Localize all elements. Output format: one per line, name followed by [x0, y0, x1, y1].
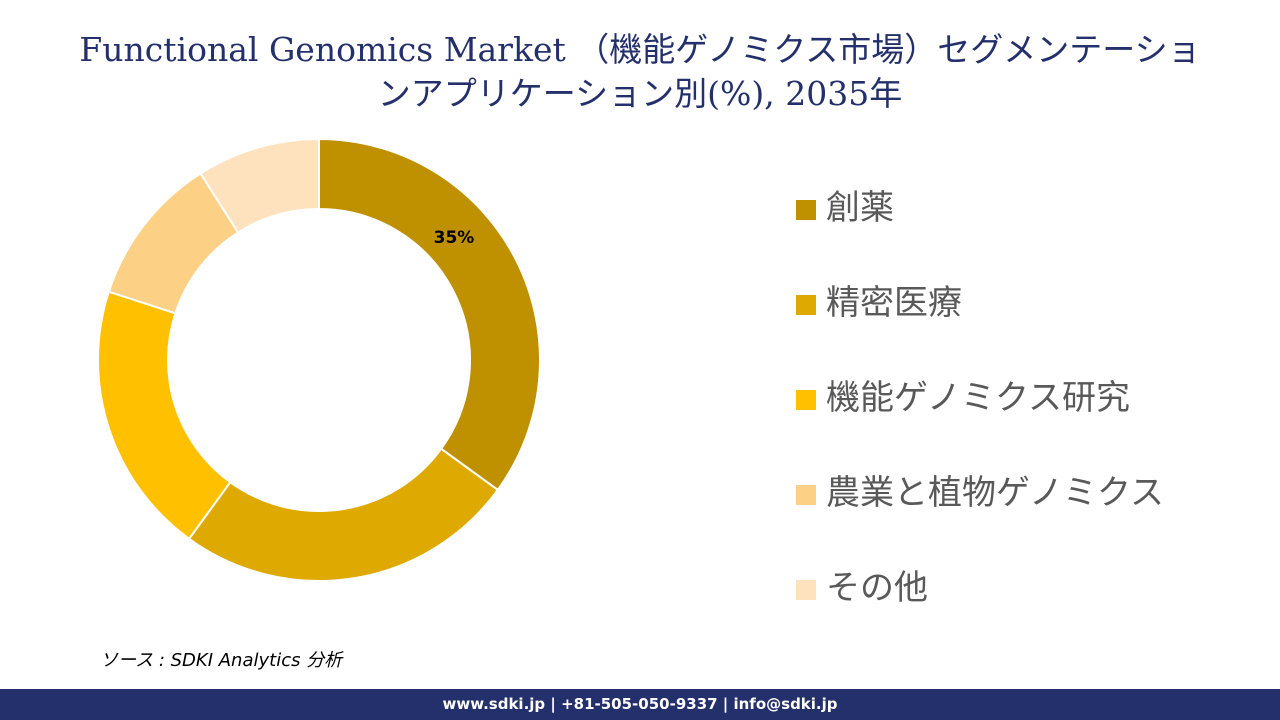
legend-label: 創薬	[826, 188, 894, 228]
legend-swatch	[796, 580, 816, 600]
legend-label: 機能ゲノミクス研究	[826, 378, 1130, 418]
legend-item: 機能ゲノミクス研究	[796, 370, 1164, 465]
chart-legend: 創薬精密医療機能ゲノミクス研究 農業と植物ゲノミクス その他	[796, 180, 1164, 655]
legend-label: その他	[826, 568, 928, 608]
donut-slice	[199, 137, 320, 234]
footer-contact-bar: www.sdki.jp | +81-505-050-9337 | info@sd…	[0, 689, 1280, 720]
legend-item: 創薬	[796, 180, 1164, 275]
title-line-2: ンアプリケーション別(%), 2035年	[377, 74, 903, 113]
donut-slice	[187, 447, 500, 582]
donut-slice	[318, 137, 541, 492]
title-line-1: Functional Genomics Market （機能ゲノミクス市場）セグ…	[79, 30, 1201, 69]
legend-item: 農業と植物ゲノミクス	[796, 465, 1164, 560]
donut-chart: 35%	[97, 137, 541, 582]
donut-slice	[97, 290, 232, 541]
legend-label: 精密医療	[826, 283, 962, 323]
source-note: ソース : SDKI Analytics 分析	[100, 650, 343, 671]
chart-title: Functional Genomics Market （機能ゲノミクス市場）セグ…	[40, 28, 1240, 116]
legend-label: 農業と植物ゲノミクス	[826, 473, 1164, 513]
slice-data-label: 35%	[434, 228, 475, 248]
legend-swatch	[796, 390, 816, 410]
legend-swatch	[796, 485, 816, 505]
legend-swatch	[796, 200, 816, 220]
legend-item: 精密医療	[796, 275, 1164, 370]
legend-swatch	[796, 295, 816, 315]
legend-item: その他	[796, 560, 1164, 655]
